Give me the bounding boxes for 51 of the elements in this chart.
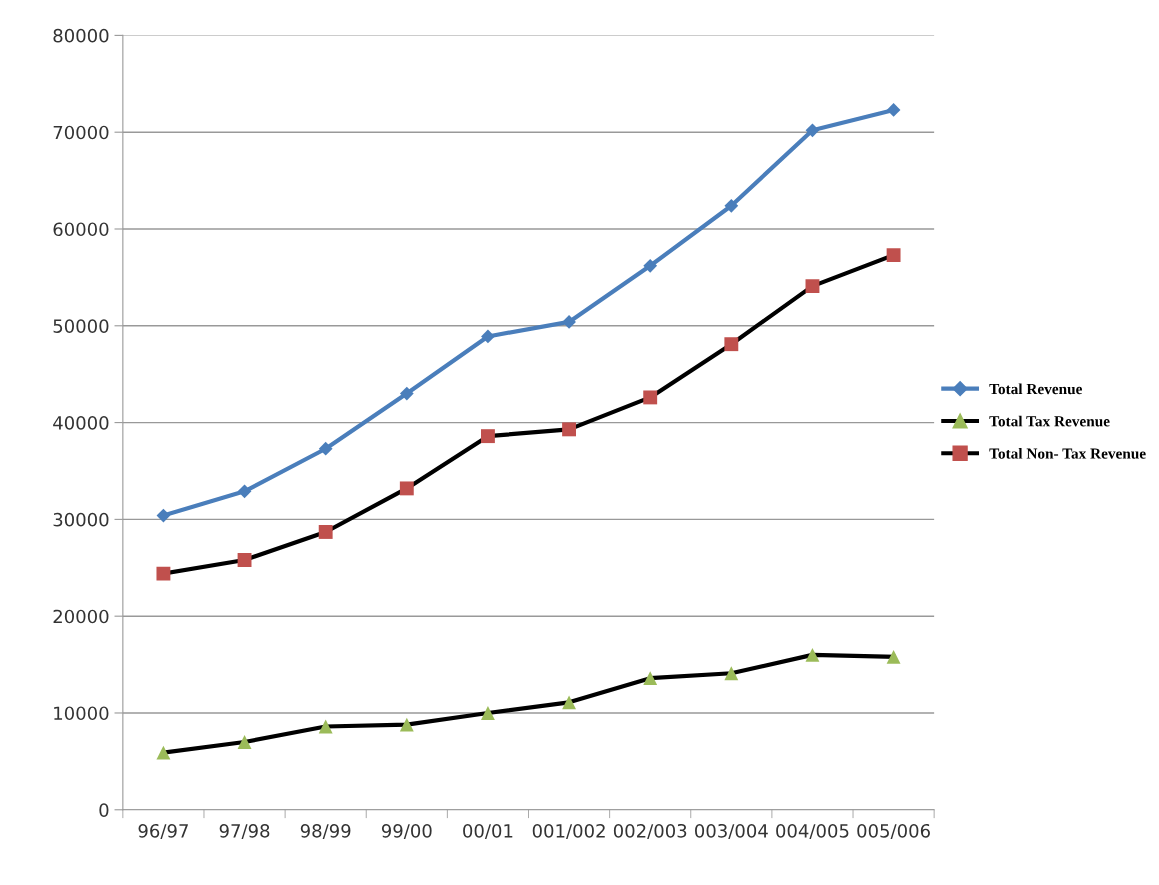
y-tick-label: 30000 [53,512,109,527]
point [724,337,739,352]
y-tick-label: 70000 [53,125,109,140]
point [318,525,333,539]
x-tick-label: 97/98 [219,823,270,840]
y-tick-label: 80000 [53,28,109,43]
x-tick-label: 005/006 [857,823,930,840]
x-tick-label: 001/002 [532,823,605,840]
point [805,123,820,138]
point [562,695,577,710]
y-tick-label: 60000 [53,222,109,237]
point [237,484,252,499]
y-tick-label: 50000 [53,319,109,333]
x-tick-label: 99/00 [381,823,432,840]
point [886,248,901,263]
point [886,103,901,117]
y-tick-label: 0 [99,803,109,817]
point [237,553,252,567]
point [886,649,901,664]
x-tick-label: 003/004 [695,823,768,840]
point [643,390,658,405]
point [399,481,414,496]
point [156,745,171,760]
point [399,717,414,732]
point [318,719,333,734]
y-tick-label: 10000 [54,706,109,721]
point [805,647,820,662]
point [562,315,576,329]
point [480,706,495,720]
y-tick-label: 40000 [53,416,109,430]
point [156,566,171,581]
point [805,279,820,294]
point [562,422,577,437]
x-tick-label: 00/01 [463,823,513,840]
point [643,671,658,686]
y-tick-label: 20000 [53,609,109,624]
x-tick-label: 98/99 [300,823,351,840]
point [399,386,414,401]
point [318,441,333,456]
point [237,735,252,749]
point [724,666,739,681]
legend-label: Total Non- Tax Revenue [989,447,1146,459]
point [643,258,658,273]
x-tick-label: 002/003 [613,823,687,840]
point [481,329,495,344]
point [480,429,495,444]
point [724,198,739,213]
legend-label: Total Revenue [989,383,1082,395]
legend-label: Total Tax Revenue [989,415,1110,427]
x-tick-label: 96/97 [138,823,188,840]
x-tick-label: 004/005 [776,823,849,840]
